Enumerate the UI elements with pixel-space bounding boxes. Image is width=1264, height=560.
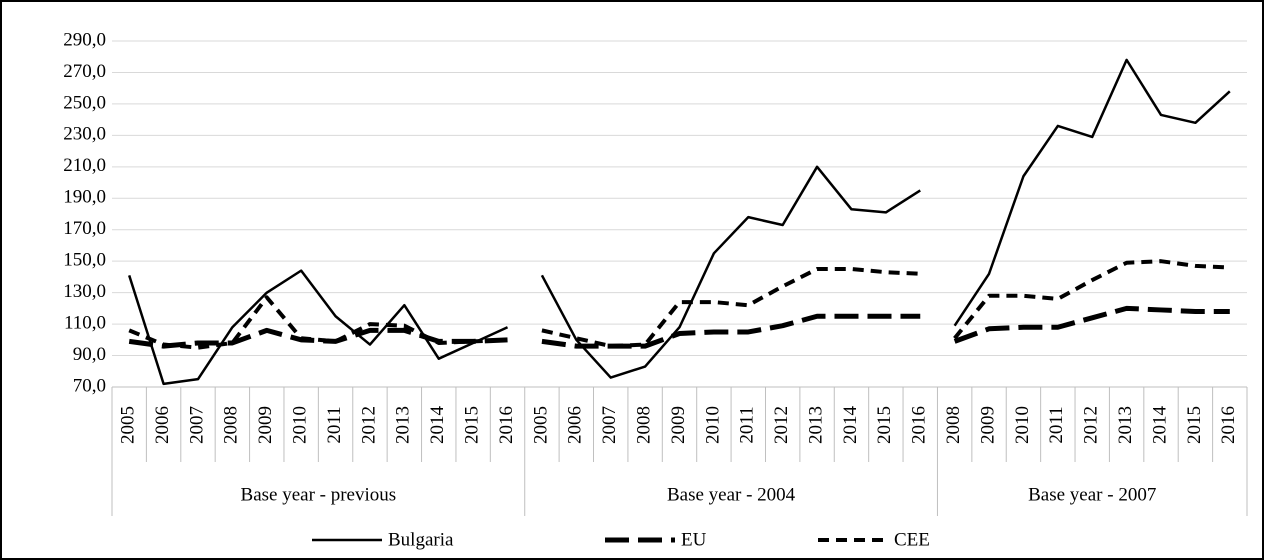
x-tick-label: 2007: [599, 406, 620, 444]
x-tick-label: 2008: [221, 406, 242, 444]
y-tick-label: 130,0: [63, 281, 106, 302]
legend-label: Bulgaria: [388, 529, 454, 550]
y-tick-label: 290,0: [63, 29, 106, 50]
x-tick-label: 2010: [702, 406, 723, 444]
x-tick-label: 2013: [805, 406, 826, 444]
y-tick-label: 210,0: [63, 155, 106, 176]
x-tick-label: 2016: [1218, 406, 1239, 444]
y-tick-label: 230,0: [63, 124, 106, 145]
x-tick-label: 2011: [1046, 406, 1067, 443]
y-tick-label: 150,0: [63, 250, 106, 271]
series-line: [953, 259, 1230, 340]
x-tick-label: 2009: [255, 406, 276, 444]
x-tick-label: 2008: [633, 406, 654, 444]
series-line: [540, 165, 921, 379]
group-label: Base year - 2007: [1028, 484, 1156, 505]
x-tick-label: 2013: [393, 406, 414, 444]
y-tick-label: 170,0: [63, 218, 106, 239]
series-line: [541, 313, 921, 349]
y-tick-label: 250,0: [63, 92, 106, 113]
x-tick-label: 2011: [324, 406, 345, 443]
x-tick-label: 2009: [668, 406, 689, 444]
x-tick-label: 2008: [943, 406, 964, 444]
x-tick-label: 2013: [1115, 406, 1136, 444]
x-tick-label: 2007: [186, 406, 207, 444]
y-tick-label: 70,0: [73, 375, 106, 396]
group-label: Base year - previous: [241, 484, 397, 505]
x-tick-label: 2016: [496, 406, 517, 444]
x-tick-label: 2016: [909, 406, 930, 444]
x-tick-label: 2010: [290, 406, 311, 444]
x-tick-label: 2012: [771, 406, 792, 444]
series-line: [953, 305, 1230, 344]
x-tick-label: 2014: [427, 406, 448, 445]
x-tick-label: 2005: [118, 406, 139, 444]
group-label: Base year - 2004: [667, 484, 796, 505]
series-line: [128, 269, 509, 386]
legend-label: CEE: [894, 529, 930, 550]
series-line: [541, 267, 921, 349]
x-tick-label: 2005: [530, 406, 551, 444]
x-tick-label: 2014: [840, 406, 861, 445]
x-tick-label: 2015: [1184, 406, 1205, 444]
y-tick-label: 110,0: [64, 312, 106, 333]
series-line: [953, 58, 1231, 327]
x-tick-label: 2015: [874, 406, 895, 444]
legend-label: EU: [681, 529, 707, 550]
y-tick-label: 90,0: [73, 344, 106, 365]
x-tick-label: 2012: [1081, 406, 1102, 444]
series-line: [128, 295, 508, 350]
x-tick-label: 2010: [1012, 406, 1033, 444]
y-tick-label: 270,0: [63, 61, 106, 82]
y-tick-label: 190,0: [63, 187, 106, 208]
x-tick-label: 2014: [1149, 406, 1170, 445]
x-tick-label: 2006: [565, 406, 586, 444]
x-tick-label: 2012: [358, 406, 379, 444]
x-tick-label: 2009: [977, 406, 998, 444]
x-tick-label: 2011: [737, 406, 758, 443]
x-tick-label: 2015: [461, 406, 482, 444]
x-tick-label: 2006: [152, 406, 173, 444]
